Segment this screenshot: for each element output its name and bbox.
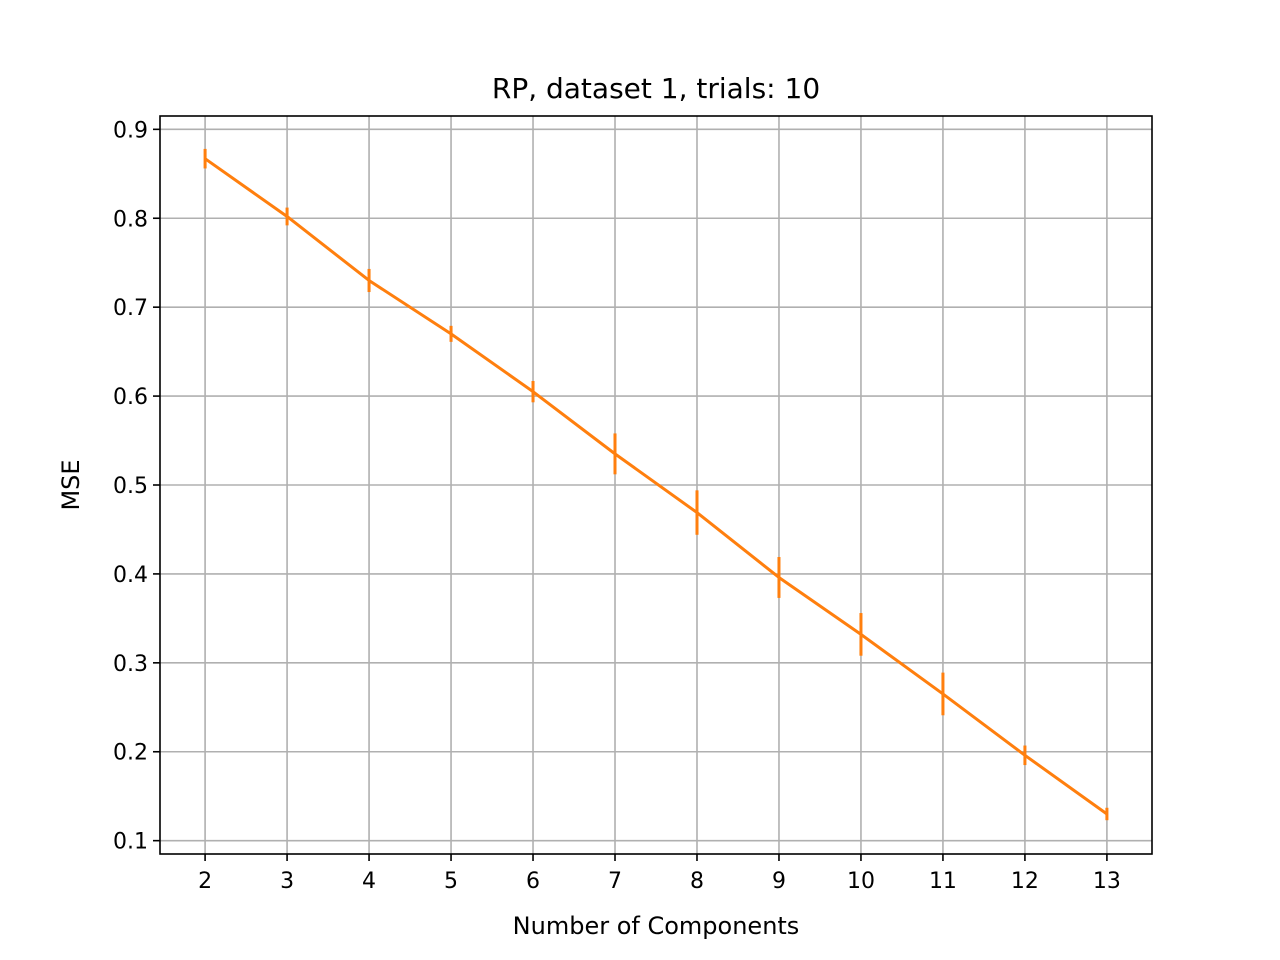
x-tick-label: 12 (1011, 869, 1039, 894)
series-line (204, 157, 1108, 816)
x-tick-label: 2 (198, 869, 212, 894)
x-tick-label: 9 (772, 869, 786, 894)
x-tick-label: 8 (690, 869, 704, 894)
y-tick-label: 0.9 (113, 118, 148, 143)
x-tick-label: 7 (608, 869, 622, 894)
y-tick-label: 0.6 (113, 385, 148, 410)
tick-layer: 2 3 4 5 6 7 8 9 10 11 12 13 0.1 0.2 0.3 0.4 0.5 0.6 0.7 0.8… (113, 118, 1121, 894)
y-tick-label: 0.2 (113, 741, 148, 766)
y-tick-label: 0.8 (113, 207, 148, 232)
y-tick-label: 0.4 (113, 563, 148, 588)
x-tick-label: 3 (280, 869, 294, 894)
y-tick-label: 0.1 (113, 830, 148, 855)
chart-title: RP, dataset 1, trials: 10 (492, 72, 820, 105)
x-tick-label: 13 (1093, 869, 1121, 894)
y-tick-label: 0.3 (113, 652, 148, 677)
x-tick-label: 4 (362, 869, 376, 894)
series-layer (203, 148, 1109, 821)
x-axis-label: Number of Components (513, 912, 800, 940)
x-tick-label: 5 (444, 869, 458, 894)
x-tick-label: 11 (929, 869, 957, 894)
x-tick-label: 10 (847, 869, 875, 894)
y-axis-label: MSE (57, 459, 85, 510)
x-tick-label: 6 (526, 869, 540, 894)
y-tick-label: 0.7 (113, 296, 148, 321)
y-tick-label: 0.5 (113, 474, 148, 499)
